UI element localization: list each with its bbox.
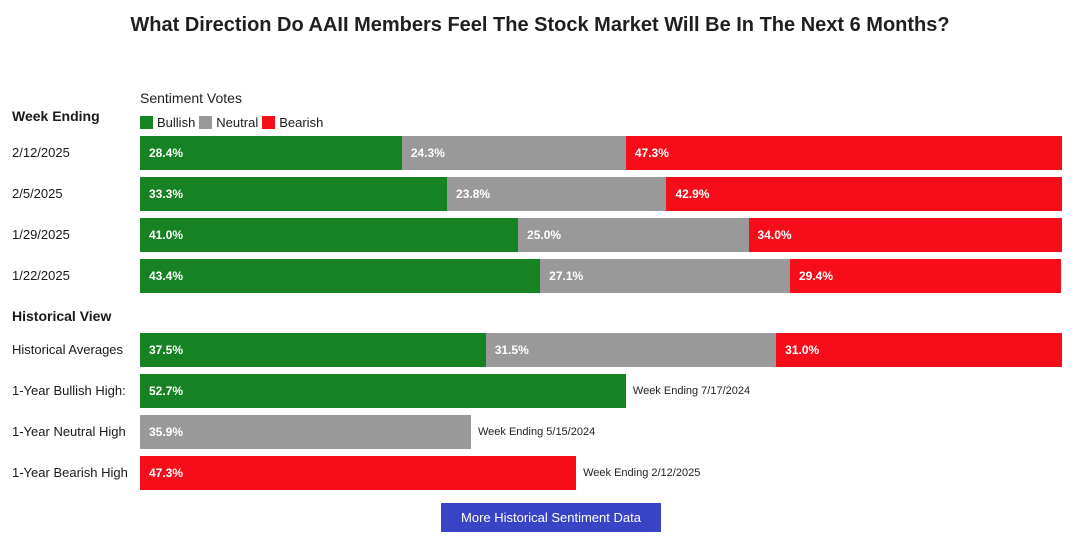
bearish-high-row: 1-Year Bearish High 47.3% Week Ending 2/12…: [0, 456, 1080, 490]
legend-item-bearish: Bearish: [262, 115, 323, 130]
bearish-high-segment: 47.3%: [140, 456, 577, 490]
legend-item-neutral: Neutral: [199, 115, 258, 130]
legend-item-bullish: Bullish: [140, 115, 195, 130]
week-row: 1/29/2025 41.0% 25.0% 34.0%: [0, 218, 1080, 252]
week-stacked-bar: 41.0% 25.0% 34.0%: [140, 218, 1062, 252]
historical-average-stacked-bar: 37.5% 31.5% 31.0%: [140, 333, 1062, 367]
legend-label-neutral: Neutral: [216, 114, 259, 130]
week-bullish-segment: 41.0%: [140, 218, 519, 252]
neutral-high-date-note: Week Ending 5/15/2024: [477, 426, 596, 438]
chart-title: What Direction Do AAII Members Feel The …: [130, 14, 950, 36]
historical-average-bearish-segment: 31.0%: [776, 333, 1062, 367]
week-row-label: 2/12/2025: [12, 145, 70, 160]
week-row-label: 2/5/2025: [12, 186, 63, 201]
more-historical-data-button[interactable]: More Historical Sentiment Data: [441, 503, 661, 532]
historical-average-row-label: Historical Averages: [12, 342, 124, 357]
week-row-label: 1/22/2025: [12, 268, 70, 283]
bearish-high-label: 1-Year Bearish High: [12, 465, 128, 480]
week-stacked-bar: 33.3% 23.8% 42.9%: [140, 177, 1062, 211]
neutral-high-bar: 35.9%: [140, 415, 471, 449]
week-stacked-bar: 43.4% 27.1% 29.4%: [140, 259, 1062, 293]
legend-swatch-bullish: [140, 115, 153, 129]
bullish-high-segment: 52.7%: [140, 374, 626, 408]
week-neutral-segment: 24.3%: [401, 136, 626, 170]
bullish-high-bar: 52.7%: [140, 374, 626, 408]
week-bearish-segment: 47.3%: [625, 136, 1062, 170]
historical-view-header: Historical View: [12, 308, 112, 324]
week-row: 1/22/2025 43.4% 27.1% 29.4%: [0, 259, 1080, 293]
week-row: 2/12/2025 28.4% 24.3% 47.3%: [0, 136, 1080, 170]
legend-title: Sentiment Votes: [140, 90, 242, 106]
bullish-high-date-note: Week Ending 7/17/2024: [632, 385, 751, 397]
week-row-label: 1/29/2025: [12, 227, 70, 242]
legend-label-bearish: Bearish: [279, 114, 324, 130]
bearish-high-bar: 47.3%: [140, 456, 577, 490]
week-bearish-segment: 29.4%: [790, 259, 1062, 293]
neutral-high-label: 1-Year Neutral High: [12, 424, 126, 439]
legend-swatch-bearish: [262, 115, 276, 129]
week-neutral-segment: 27.1%: [540, 259, 790, 293]
legend: Bullish Neutral Bearish: [140, 114, 327, 130]
bullish-high-row: 1-Year Bullish High: 52.7% Week Ending 7/1…: [0, 374, 1080, 408]
historical-average-bullish-segment: 37.5%: [140, 333, 486, 367]
week-bullish-segment: 43.4%: [140, 259, 541, 293]
week-bullish-segment: 28.4%: [140, 136, 402, 170]
legend-swatch-neutral: [199, 115, 213, 129]
bearish-high-date-note: Week Ending 2/12/2025: [583, 467, 701, 479]
week-neutral-segment: 25.0%: [518, 218, 749, 252]
neutral-high-segment: 35.9%: [140, 415, 471, 449]
neutral-high-row: 1-Year Neutral High 35.9% Week Ending 5/15…: [0, 415, 1080, 449]
week-bullish-segment: 33.3%: [140, 177, 448, 211]
week-bearish-segment: 42.9%: [666, 177, 1062, 211]
legend-label-bullish: Bullish: [157, 114, 196, 130]
bullish-high-label: 1-Year Bullish High:: [12, 383, 126, 398]
week-stacked-bar: 28.4% 24.3% 47.3%: [140, 136, 1062, 170]
historical-average-neutral-segment: 31.5%: [485, 333, 777, 367]
week-bearish-segment: 34.0%: [748, 218, 1062, 252]
historical-average-row: Historical Averages 37.5% 31.5% 31.0%: [0, 333, 1080, 367]
week-ending-header: Week Ending: [12, 108, 100, 124]
week-row: 2/5/2025 33.3% 23.8% 42.9%: [0, 177, 1080, 211]
week-neutral-segment: 23.8%: [447, 177, 667, 211]
